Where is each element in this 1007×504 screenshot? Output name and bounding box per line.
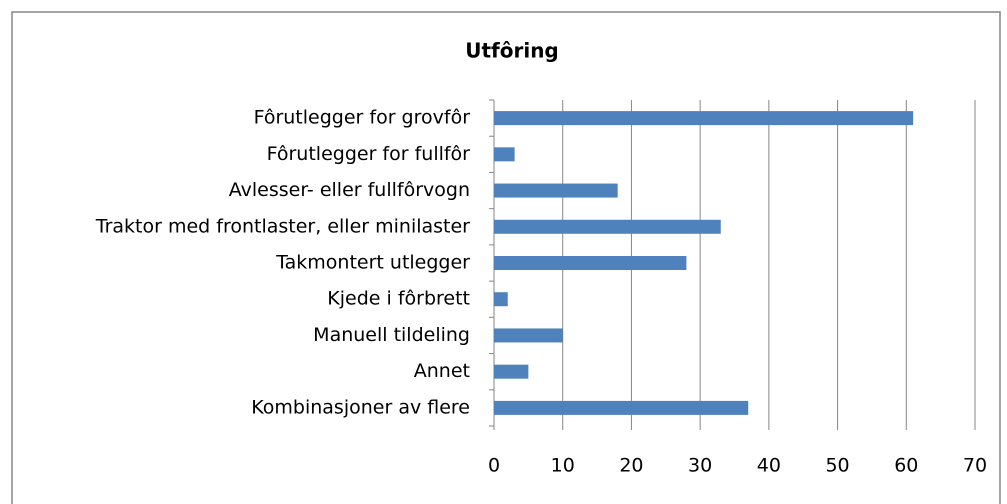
y-tick-label: Kjede i fôrbrett	[327, 288, 470, 310]
bar	[494, 292, 508, 307]
y-tick-label: Annet	[414, 360, 470, 382]
y-tick-label: Manuell tildeling	[313, 324, 470, 346]
x-tick-label: 40	[757, 455, 781, 477]
bar	[494, 364, 529, 379]
x-tick-label: 50	[825, 455, 849, 477]
y-tick-label: Takmontert utlegger	[275, 252, 470, 274]
bar	[494, 256, 687, 270]
chart-title: Utfôring	[465, 39, 559, 63]
y-tick-label: Fôrutlegger for fullfôr	[267, 143, 471, 165]
y-tick-label: Traktor med frontlaster, eller minilaste…	[95, 215, 470, 237]
bar	[494, 147, 515, 162]
bar	[494, 183, 618, 198]
x-tick-label: 20	[619, 455, 643, 477]
x-tick-label: 60	[894, 455, 918, 477]
y-tick-label: Kombinasjoner av flere	[251, 396, 470, 418]
bar	[494, 219, 721, 234]
x-tick-label: 10	[551, 455, 575, 477]
x-tick-label: 70	[963, 455, 987, 477]
x-tick-label: 30	[688, 455, 712, 477]
x-tick-label: 0	[488, 455, 500, 477]
y-tick-label: Fôrutlegger for grovfôr	[254, 107, 471, 129]
bar	[494, 328, 563, 343]
y-tick-label: Avlesser- eller fullfôrvogn	[229, 179, 470, 201]
bar	[494, 400, 749, 415]
bar	[494, 111, 914, 126]
